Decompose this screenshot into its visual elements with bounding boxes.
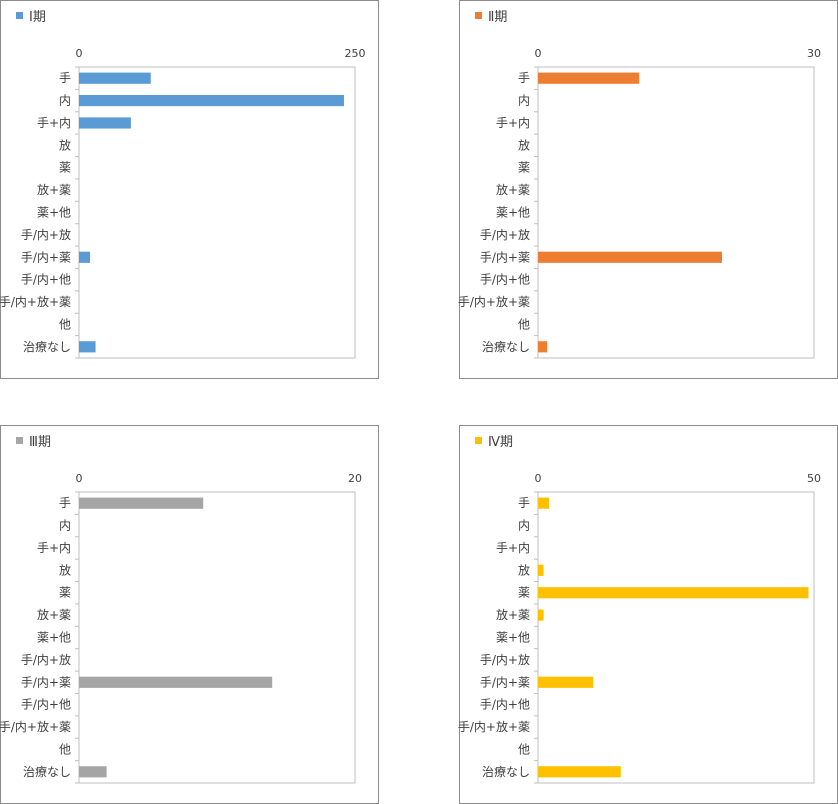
panel-frame [0,0,379,379]
category-label: 放+薬 [496,607,530,622]
bar [538,587,809,599]
category-label: 薬+他 [496,206,530,220]
category-label: 治療なし [482,340,530,354]
bar [79,676,273,688]
panel-frame [459,425,838,804]
category-label: 他 [518,742,530,756]
bar [79,766,107,778]
category-label: 手+内 [496,541,530,555]
category-label: 手/内+薬 [21,675,71,689]
legend-swatch [475,12,482,19]
category-label: 手/内+放+薬 [0,719,71,734]
plot-area [78,66,356,359]
category-label: 手 [518,71,530,85]
category-label: 治療なし [482,765,530,779]
category-label: 薬+他 [496,631,530,645]
plot-area [537,491,815,784]
bar [538,676,594,688]
category-label: 薬 [59,586,71,600]
bar [538,341,548,353]
legend-label: Ⅳ期 [488,435,513,450]
bar [538,251,722,263]
panel-frame [459,0,838,379]
category-label: 放 [59,137,71,152]
legend-label: Ⅲ期 [29,435,51,450]
legend-swatch [16,12,23,19]
legend-label: Ⅰ期 [29,10,46,25]
category-label: 他 [518,317,530,331]
legend-swatch [475,437,482,444]
category-label: 治療なし [23,765,71,779]
category-label: 手/内+放+薬 [458,719,530,734]
category-label: 薬+他 [37,206,71,220]
chart-panel-3: Ⅲ期 0 20 手内手+内放薬放+薬薬+他手/内+放手/内+薬手/内+他手/内+放+薬… [0,425,379,804]
chart-panel-1: Ⅰ期 0 250 手内手+内放薬放+薬薬+他手/内+放手/内+薬手/内+他手/内+放+… [0,0,379,379]
category-label: 手+内 [37,541,71,555]
bar [79,117,131,129]
category-label: 薬 [518,586,530,600]
bar [79,497,204,509]
category-label: 放+薬 [496,182,530,197]
category-label: 手+内 [496,116,530,130]
panel-frame [0,425,379,804]
bar [538,564,544,576]
category-label: 他 [59,317,71,331]
category-label: 放 [518,562,530,577]
bar [79,94,344,107]
category-label: 手/内+他 [480,273,530,287]
chart-panel-4: Ⅳ期 0 50 手内手+内放薬放+薬薬+他手/内+放手/内+薬手/内+他手/内+放+薬… [458,425,838,804]
category-label: 手/内+他 [480,698,530,712]
category-label: 内 [59,94,71,108]
category-label: 他 [59,742,71,756]
category-label: 手+内 [37,116,71,130]
x-tick-label: 30 [807,47,821,60]
bar [79,251,91,263]
category-label: 内 [518,519,530,533]
x-tick-label: 50 [807,472,821,485]
x-tick-label: 0 [535,47,542,60]
x-tick-label: 250 [345,47,366,60]
plot-area [537,66,815,359]
x-tick-label: 0 [76,472,83,485]
category-label: 手 [59,71,71,85]
category-label: 手/内+放 [21,227,71,242]
category-label: 手/内+薬 [480,250,530,264]
bar [538,609,544,621]
chart-panel-2: Ⅱ期 0 30 手内手+内放薬放+薬薬+他手/内+放手/内+薬手/内+他手/内+放+薬… [458,0,838,379]
category-label: 薬+他 [37,631,71,645]
x-tick-label: 0 [76,47,83,60]
category-label: 手/内+放+薬 [0,294,71,309]
legend-swatch [16,437,23,444]
bar [538,72,640,84]
x-tick-label: 0 [535,472,542,485]
category-label: 手/内+放+薬 [458,294,530,309]
category-label: 手 [518,496,530,510]
bar [79,341,96,353]
category-label: 内 [518,94,530,108]
category-label: 手/内+薬 [480,675,530,689]
category-label: 放+薬 [37,607,71,622]
category-label: 薬 [518,161,530,175]
category-label: 手/内+放 [21,652,71,667]
category-label: 放 [59,562,71,577]
x-tick-label: 20 [348,472,362,485]
bar [538,497,550,509]
category-label: 手/内+他 [21,273,71,287]
category-label: 手/内+他 [21,698,71,712]
category-label: 手 [59,496,71,510]
category-label: 放+薬 [37,182,71,197]
plot-area [78,491,356,784]
category-label: 治療なし [23,340,71,354]
legend-label: Ⅱ期 [488,10,507,25]
category-label: 内 [59,519,71,533]
category-label: 手/内+放 [480,652,530,667]
category-label: 手/内+放 [480,227,530,242]
category-label: 放 [518,137,530,152]
bar [538,766,621,778]
category-label: 薬 [59,161,71,175]
bar [79,72,151,84]
category-label: 手/内+薬 [21,250,71,264]
